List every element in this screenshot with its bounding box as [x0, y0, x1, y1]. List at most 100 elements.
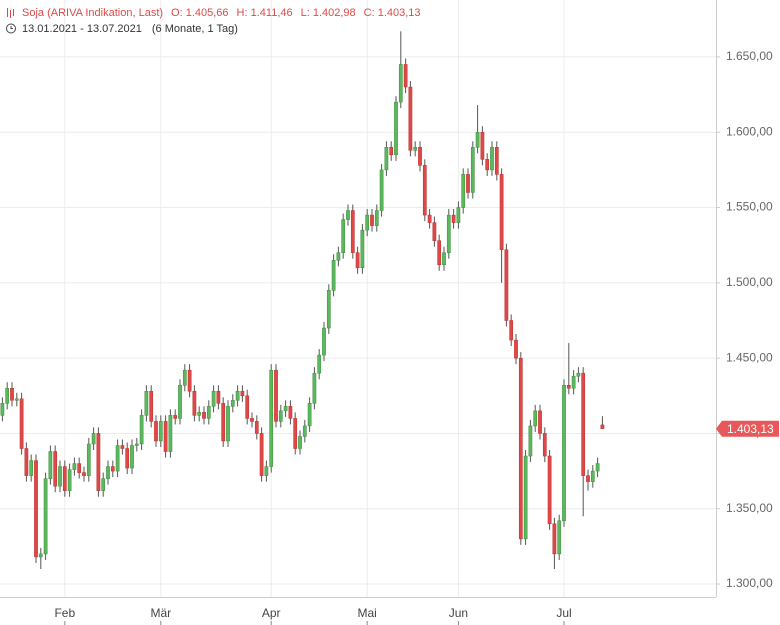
candle-body	[437, 240, 442, 266]
y-tick-label: 1.600,00	[726, 124, 773, 138]
candle-body	[408, 86, 413, 151]
candle-body	[274, 369, 278, 422]
candle-body	[173, 415, 178, 419]
candle-body	[336, 252, 341, 261]
candle-body	[538, 410, 542, 434]
candle-body	[475, 131, 480, 148]
ohlc: L: 1.402,98	[301, 7, 356, 19]
candle-body	[566, 384, 571, 389]
x-tick-label: Feb	[54, 606, 75, 620]
header-icon	[7, 8, 14, 18]
candle-body	[470, 147, 475, 193]
candle-body	[446, 214, 451, 253]
candle-body	[509, 320, 514, 341]
candle-body	[518, 357, 523, 540]
candle-body	[72, 463, 77, 470]
candle-body	[374, 210, 379, 226]
candle-body	[230, 400, 235, 407]
candle-body	[418, 147, 422, 166]
candle-body	[192, 391, 197, 416]
candle-body	[29, 460, 34, 476]
candle-body	[322, 327, 326, 356]
candle-body	[43, 478, 48, 555]
x-tick-label: Mai	[358, 606, 377, 620]
candle-body	[178, 384, 182, 419]
candle-body	[514, 339, 518, 359]
candle-body	[307, 403, 312, 427]
candle-body	[422, 165, 427, 216]
candle-body	[499, 174, 504, 250]
candle-body	[202, 412, 206, 419]
candle-body	[235, 391, 240, 401]
candle-body	[158, 421, 163, 442]
candle-body	[34, 460, 38, 558]
y-tick-label: 1.450,00	[726, 350, 773, 364]
candle-body	[211, 391, 216, 407]
candle-body	[293, 418, 298, 449]
candle-body	[312, 372, 317, 404]
last-price-label: 1.403,13	[727, 422, 774, 436]
candle-body	[461, 174, 466, 208]
y-tick-label: 1.550,00	[726, 200, 773, 214]
candle-body	[533, 410, 538, 427]
candle-body	[432, 222, 437, 241]
candle-body	[206, 406, 211, 419]
x-tick-label: Jun	[449, 606, 468, 620]
candle-body	[168, 415, 173, 452]
candle-body	[182, 369, 187, 386]
candle-body	[451, 214, 456, 223]
candle-body	[82, 472, 86, 476]
candle-body	[389, 147, 394, 156]
candle-body	[360, 229, 365, 269]
candle-body	[485, 159, 490, 171]
candle-body	[317, 354, 322, 374]
candle-body	[144, 391, 149, 416]
candle-body	[96, 433, 101, 491]
candles	[0, 31, 605, 569]
candle-body	[10, 388, 14, 401]
candle-body	[53, 451, 58, 487]
candle-body	[494, 147, 499, 175]
candle-body	[370, 214, 374, 226]
candle-body	[528, 425, 533, 457]
candle-body	[355, 252, 360, 269]
candle-body	[278, 410, 283, 422]
ohlc: C: 1.403,13	[364, 7, 421, 19]
candle-body	[250, 418, 254, 422]
header-range: 13.01.2021 - 13.07.2021 (6 Monate, 1 Tag)	[22, 23, 238, 35]
candle-body	[259, 433, 264, 476]
x-tick-label: Mär	[150, 606, 171, 620]
candle-body	[86, 443, 91, 476]
x-tick-label: Apr	[262, 606, 281, 620]
candle-body	[298, 436, 302, 449]
candle-body	[394, 101, 398, 156]
candle-body	[523, 455, 528, 540]
candle-body	[24, 448, 29, 476]
candle-body	[542, 433, 547, 457]
candle-body	[154, 421, 158, 442]
candle-body	[163, 421, 168, 452]
clock-icon	[6, 23, 16, 34]
y-tick-label: 1.500,00	[726, 275, 773, 289]
candle-body	[504, 249, 509, 321]
period: (6 Monate, 1 Tag)	[152, 23, 238, 35]
candle-body	[413, 147, 418, 151]
candle-body	[557, 520, 562, 555]
candle-body	[490, 147, 494, 171]
candle-body	[19, 398, 24, 449]
candle-body	[226, 406, 230, 442]
candle-body	[283, 406, 288, 412]
candle-body	[197, 412, 202, 416]
x-tick-label: Jul	[556, 606, 571, 620]
candle-body	[134, 443, 139, 446]
header-title: Soja (ARIVA Indikation, Last) O: 1.405,66…	[22, 7, 421, 19]
candle-body	[600, 424, 605, 429]
candle-body	[149, 391, 154, 422]
candle-body	[130, 445, 134, 469]
candle-body	[245, 395, 250, 419]
candle-body	[350, 210, 355, 253]
candle-body	[331, 259, 336, 291]
candle-body	[221, 403, 226, 442]
candle-body	[581, 372, 586, 476]
